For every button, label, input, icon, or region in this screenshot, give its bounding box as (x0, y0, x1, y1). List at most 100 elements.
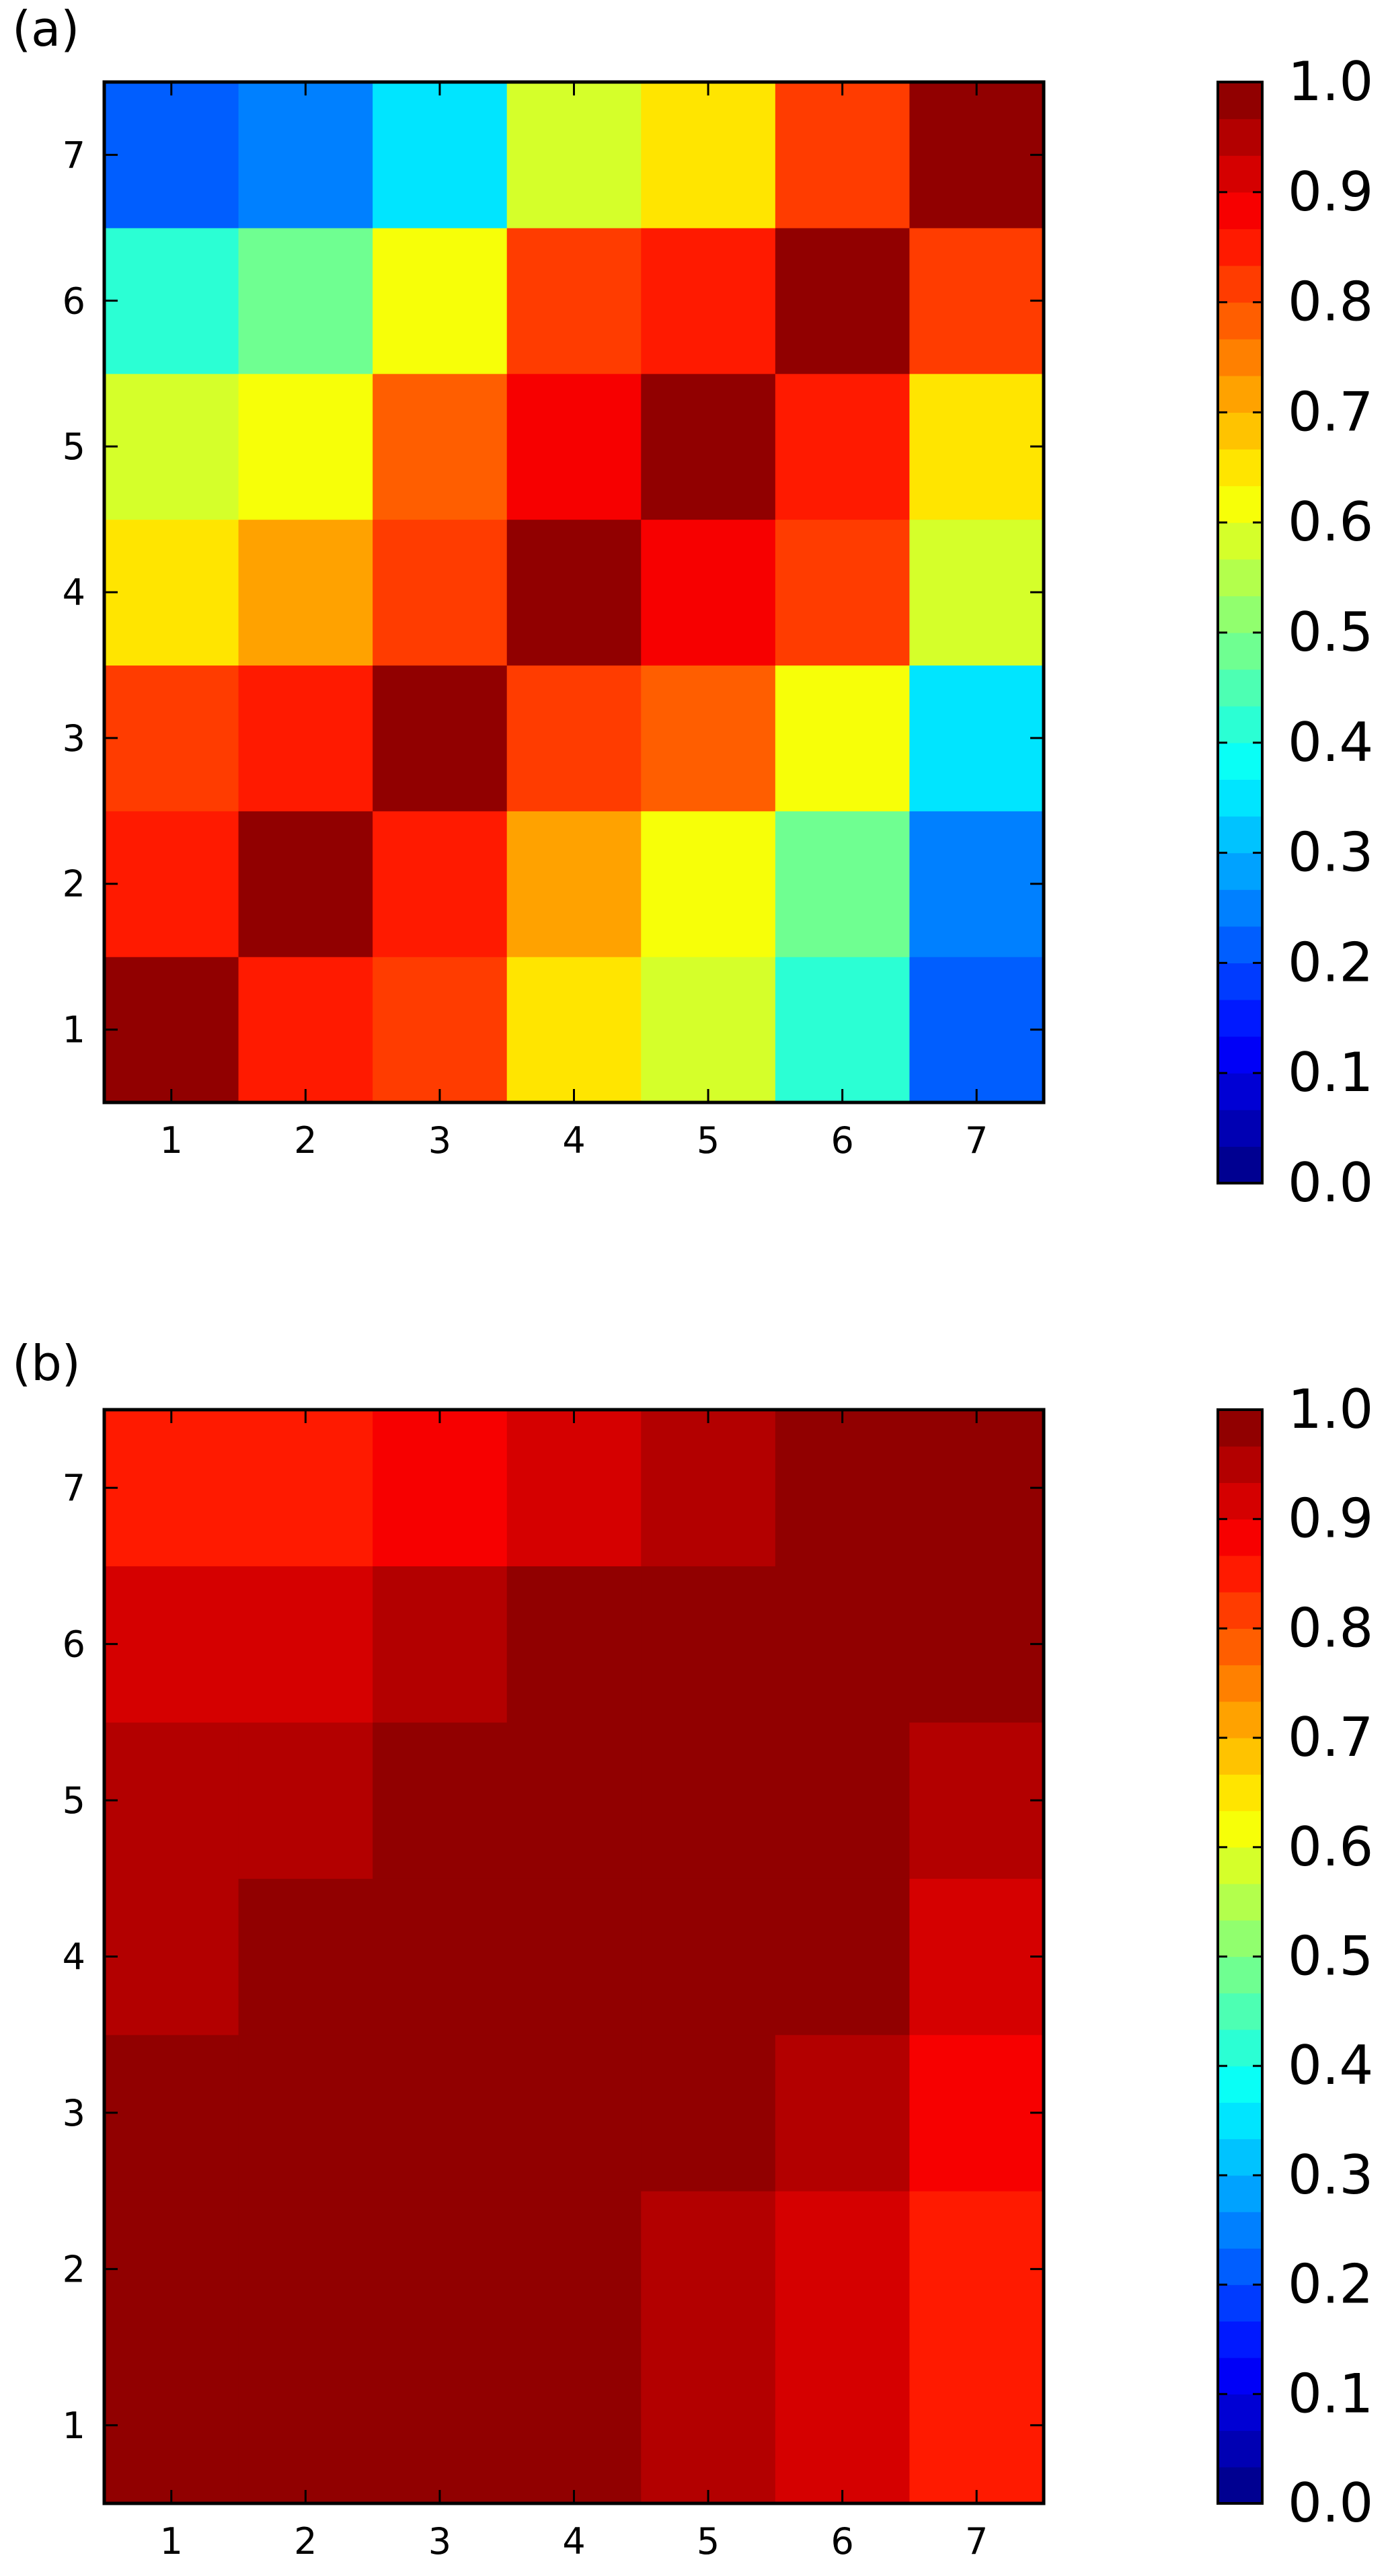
y-tick-label: 2 (63, 2248, 85, 2290)
heatmap-cell (909, 1878, 1044, 2036)
y-tick-label: 7 (63, 134, 85, 176)
heatmap-cell (238, 1566, 373, 1723)
colorbar-segment (1218, 1109, 1262, 1147)
heatmap-cell (909, 82, 1044, 229)
heatmap-cell (373, 1722, 508, 1879)
colorbar-segment (1218, 559, 1262, 596)
heatmap-cell (373, 2034, 508, 2191)
colorbar-segment (1218, 229, 1262, 266)
heatmap-cell (373, 519, 508, 666)
colorbar-tick-label: 0.9 (1288, 1488, 1373, 1550)
heatmap-cell (238, 2034, 373, 2191)
colorbar-segment (1218, 1410, 1262, 1447)
x-tick-label: 7 (965, 1119, 988, 1162)
colorbar-tick-label: 0.3 (1288, 821, 1373, 884)
heatmap-cell (238, 2191, 373, 2348)
x-tick-label: 6 (831, 2520, 853, 2563)
heatmap-cell (641, 665, 776, 811)
heatmap-cell (104, 2191, 239, 2348)
colorbar-tick-label: 0.7 (1288, 1706, 1373, 1769)
heatmap-cell (641, 957, 776, 1103)
heatmap-cell (641, 227, 776, 374)
heatmap-cell (641, 1410, 776, 1567)
heatmap-cell (641, 519, 776, 666)
colorbar-segment (1218, 1884, 1262, 1921)
colorbar-tick-label: 0.8 (1288, 1597, 1373, 1659)
heatmap-cell (641, 2347, 776, 2504)
colorbar-segment (1218, 339, 1262, 376)
y-tick-label: 4 (63, 571, 85, 614)
colorbar-segment (1218, 1036, 1262, 1074)
heatmap-cell (506, 2034, 642, 2191)
colorbar-segment (1218, 1446, 1262, 1484)
heatmap-cell (373, 2347, 508, 2504)
colorbar-segment (1218, 118, 1262, 156)
heatmap-cell (238, 373, 373, 520)
colorbar-tick-label: 0.2 (1288, 931, 1373, 994)
x-tick-label: 2 (294, 1119, 317, 1162)
x-tick-label: 2 (294, 2520, 317, 2563)
colorbar-segment (1218, 2284, 1262, 2322)
heatmap-cell (775, 373, 911, 520)
heatmap-cell (775, 82, 911, 229)
heatmap-cell (775, 2034, 911, 2191)
colorbar-segment (1218, 522, 1262, 560)
heatmap-cell (373, 1566, 508, 1723)
colorbar-segment (1218, 1956, 1262, 1994)
colorbar-segment (1218, 2358, 1262, 2394)
colorbar-segment (1218, 926, 1262, 963)
colorbar-segment (1218, 742, 1262, 780)
heatmap-cell (506, 227, 642, 374)
heatmap-cell (104, 2034, 239, 2191)
colorbar-tick-label: 0.2 (1288, 2253, 1373, 2316)
colorbar-segment (1218, 963, 1262, 1000)
colorbar-tick-label: 0.5 (1288, 601, 1373, 663)
heatmap-cell (238, 2347, 373, 2504)
heatmap-cell (641, 2191, 776, 2348)
colorbar-segment (1218, 596, 1262, 633)
heatmap-cell (104, 957, 239, 1103)
heatmap-cell (775, 2191, 911, 2348)
colorbar-segment (1218, 2138, 1262, 2176)
heatmap-cell (909, 227, 1044, 374)
y-tick-label: 5 (63, 426, 85, 468)
heatmap-cell (641, 82, 776, 229)
colorbar-tick-label: 0.3 (1288, 2144, 1373, 2206)
colorbar-segment (1218, 2066, 1262, 2103)
colorbar-segment (1218, 1146, 1262, 1184)
y-tick-label: 6 (63, 280, 85, 322)
colorbar-tick-label: 0.6 (1288, 1816, 1373, 1878)
colorbar-tick-label: 0.4 (1288, 711, 1373, 774)
heatmap-cell (775, 519, 911, 666)
colorbar-segment (1218, 816, 1262, 854)
heatmap-cell (909, 665, 1044, 811)
colorbar-segment (1218, 485, 1262, 523)
y-tick-label: 2 (63, 863, 85, 905)
colorbar-segment (1218, 889, 1262, 927)
heatmap-cell (909, 1722, 1044, 1879)
heatmap-cell (238, 227, 373, 374)
heatmap-cell (373, 665, 508, 811)
x-tick-label: 5 (697, 2520, 720, 2563)
heatmap-cell (104, 373, 239, 520)
heatmap-cell (104, 2347, 239, 2504)
heatmap-cell (641, 2034, 776, 2191)
colorbar-tick-label: 0.0 (1288, 2472, 1373, 2534)
colorbar-tick-label: 0.8 (1288, 271, 1373, 333)
x-tick-label: 1 (160, 1119, 183, 1162)
heatmap-cell (506, 2191, 642, 2348)
heatmap-cell (775, 1722, 911, 1879)
heatmap-cell (775, 957, 911, 1103)
heatmap-cell (506, 1722, 642, 1879)
heatmap-cell (104, 1410, 239, 1567)
heatmap-cell (775, 811, 911, 957)
heatmap-cell (373, 2191, 508, 2348)
y-tick-label: 1 (63, 2405, 85, 2447)
heatmap-cell (373, 82, 508, 229)
x-tick-label: 1 (160, 2520, 183, 2563)
heatmap-cell (641, 1878, 776, 2036)
colorbar-segment (1218, 779, 1262, 817)
heatmap-cell (104, 82, 239, 229)
heatmap-cell (909, 1566, 1044, 1723)
